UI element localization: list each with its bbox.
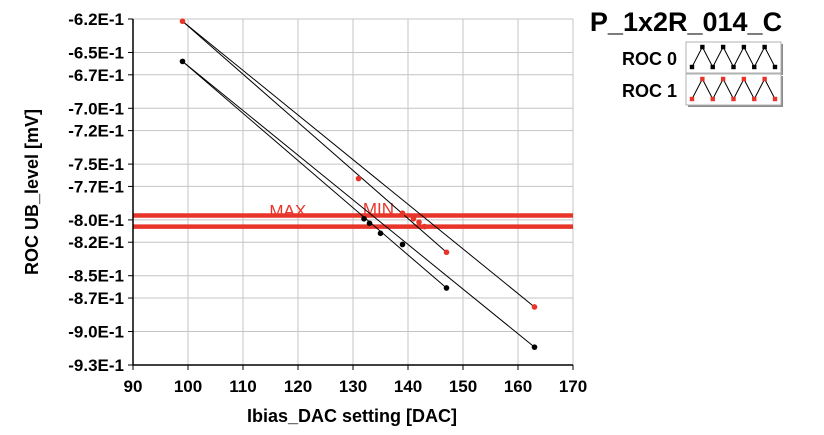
legend-sample-marker: [731, 64, 736, 70]
legend-sample-marker: [689, 64, 695, 70]
roc-1-data-point: [399, 210, 406, 217]
roc-1-data-point: [443, 249, 450, 256]
legend-sample-marker: [741, 76, 747, 82]
y-tick-label: -8.7E-1: [68, 289, 124, 308]
legend-sample-marker: [762, 44, 767, 50]
legend-label-roc-0: ROC 0: [622, 49, 677, 69]
reference-lines-layer: MAX MIN: [133, 200, 573, 229]
x-tick-label: 140: [394, 377, 422, 396]
y-tick-label: -6.5E-1: [68, 43, 124, 62]
roc-0-data-point: [179, 58, 186, 65]
roc-0-data-point: [399, 241, 406, 248]
roc-0-data-point: [443, 285, 450, 291]
legend-sample-marker: [752, 64, 757, 70]
roc-1-data-point: [355, 175, 362, 182]
legend: ROC 0 ROC 1: [622, 41, 783, 107]
y-tick-label: -8.2E-1: [68, 233, 124, 252]
x-tick-label: 150: [449, 377, 477, 396]
legend-sample-marker: [762, 76, 767, 82]
legend-label-roc-1: ROC 1: [622, 81, 677, 101]
roc-1-data-point: [179, 18, 186, 25]
legend-sample-marker: [720, 44, 726, 50]
y-tick-label: -6.2E-1: [68, 10, 124, 29]
roc-1-data-point: [410, 215, 417, 222]
x-tick-label: 110: [229, 377, 256, 396]
legend-sample-marker: [772, 96, 778, 102]
x-tick-label: 160: [504, 377, 532, 396]
roc-1-data-point: [421, 223, 428, 230]
axis-layer: -6.2E-1 -6.5E-1 -6.7E-1 -7.0E-1 -7.2E-1 -7.5E…: [68, 10, 587, 396]
series-layer: [179, 18, 538, 350]
roc-1-data-point: [531, 304, 538, 310]
legend-sample-marker: [731, 96, 736, 102]
y-tick-label: -8.5E-1: [68, 267, 124, 286]
x-tick-label: 120: [284, 377, 312, 396]
y-tick-label: -9.0E-1: [68, 323, 124, 342]
x-tick-label: 90: [124, 377, 143, 396]
legend-sample-marker: [741, 44, 747, 50]
y-axis-label: ROC UB_level [mV]: [22, 109, 42, 275]
chart-title: P_1x2R_014_C: [590, 7, 782, 37]
x-tick-label: 130: [339, 377, 367, 396]
legend-sample-marker: [700, 44, 705, 50]
roc-1-series-line: [182, 20, 535, 308]
x-tick-label: 170: [559, 377, 587, 396]
roc-0-data-point: [366, 220, 373, 227]
x-tick-label: 100: [174, 377, 202, 396]
legend-sample-marker: [752, 96, 757, 102]
y-tick-label: -7.7E-1: [68, 177, 124, 196]
legend-sample-marker: [710, 64, 715, 70]
roc-1-data-point: [416, 219, 422, 225]
roc-0-series-line: [182, 61, 535, 348]
x-axis-label: Ibias_DAC setting [DAC]: [247, 406, 457, 426]
legend-sample-marker: [700, 76, 705, 82]
y-tick-label: -7.5E-1: [68, 155, 124, 174]
grid-layer: [132, 18, 574, 366]
roc-0-data-point: [377, 230, 384, 237]
legend-sample-marker: [689, 96, 695, 102]
y-tick-label: -8.0E-1: [68, 211, 124, 230]
y-tick-label: -7.2E-1: [68, 122, 124, 141]
y-tick-label: -6.7E-1: [68, 66, 124, 85]
roc-0-series-line: [182, 61, 447, 289]
roc-0-data-point: [531, 344, 538, 350]
y-tick-label: -9.3E-1: [68, 356, 124, 375]
legend-sample-marker: [720, 76, 726, 82]
legend-sample-marker: [772, 64, 778, 70]
reference-label-max: MAX: [269, 201, 306, 220]
y-tick-label: -7.0E-1: [68, 99, 124, 118]
roc-0-data-point: [361, 215, 367, 222]
legend-sample-marker: [710, 96, 715, 102]
